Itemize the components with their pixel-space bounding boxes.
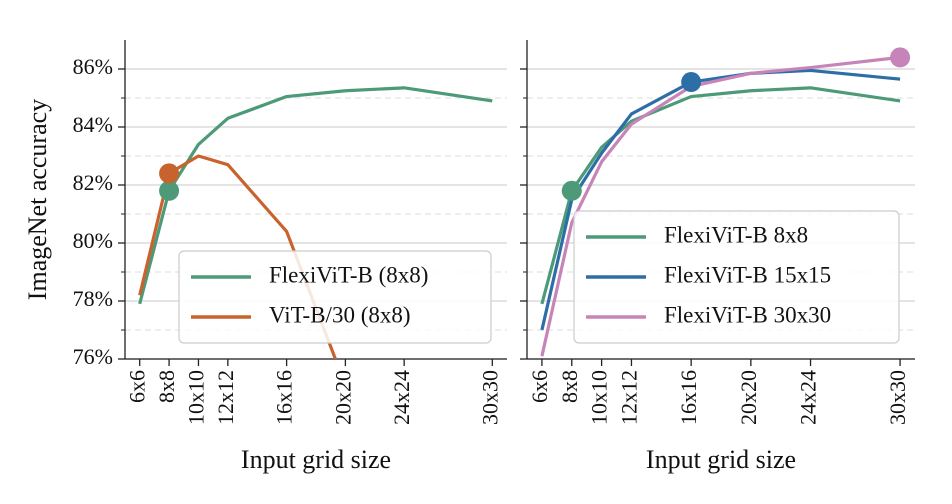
- x-axis-label: Input grid size: [646, 445, 796, 474]
- legend-label: ViT-B/30 (8x8): [269, 302, 411, 327]
- x-tick-label: 16x16: [676, 370, 701, 425]
- legend-box: [178, 250, 492, 344]
- plot-area: 6x6 8x8 10x10 12x12 16x16 20x20 24x24 30x30 Inpu…: [520, 40, 915, 474]
- highlight-marker: [159, 163, 180, 184]
- y-axis-label: ImageNet accuracy: [23, 99, 52, 300]
- x-tick-label: 16x16: [272, 370, 297, 425]
- x-axis-label: Input grid size: [241, 445, 391, 474]
- legend-label: FlexiViT-B (8x8): [269, 262, 428, 287]
- y-tick-label: 86%: [73, 54, 113, 79]
- x-tick-label: 8x8: [557, 370, 582, 403]
- legend-label: FlexiViT-B 8x8: [664, 222, 808, 247]
- x-tick-label: 30x30: [477, 370, 502, 425]
- legend: FlexiViT-B 8x8 FlexiViT-B 15x15 FlexiViT-B…: [573, 210, 900, 344]
- highlight-marker: [681, 72, 702, 93]
- y-tick-label: 82%: [73, 170, 113, 195]
- x-tick-label: 20x20: [330, 370, 355, 425]
- x-tick-label: 12x12: [213, 370, 238, 425]
- x-tick-label: 20x20: [736, 370, 761, 425]
- x-tick-label: 8x8: [154, 370, 179, 403]
- y-tick-label: 78%: [73, 286, 113, 311]
- highlight-marker: [890, 47, 911, 68]
- y-tick-label: 80%: [73, 228, 113, 253]
- x-tick-label: 10x10: [184, 370, 209, 425]
- x-tick-label: 6x6: [125, 370, 150, 403]
- legend-box: [573, 210, 900, 344]
- x-tick-label: 30x30: [885, 370, 910, 425]
- y-tick-label: 76%: [73, 344, 113, 369]
- legend: FlexiViT-B (8x8) ViT-B/30 (8x8): [178, 250, 492, 344]
- x-tick-label: 10x10: [587, 370, 612, 425]
- x-tick-label: 12x12: [617, 370, 642, 425]
- y-tick-label: 84%: [73, 112, 113, 137]
- x-tick-label: 24x24: [796, 370, 821, 425]
- x-tick-label: 6x6: [527, 370, 552, 403]
- highlight-marker: [159, 180, 180, 201]
- legend-label: FlexiViT-B 30x30: [664, 302, 831, 327]
- plot-area: 76% 78% 80% 82% 84% 86% 6x6 8x8 10x10 12x12 16x16 2…: [23, 40, 507, 474]
- x-tick-label: 24x24: [389, 370, 414, 425]
- highlight-marker: [561, 180, 582, 201]
- legend-label: FlexiViT-B 15x15: [664, 262, 831, 287]
